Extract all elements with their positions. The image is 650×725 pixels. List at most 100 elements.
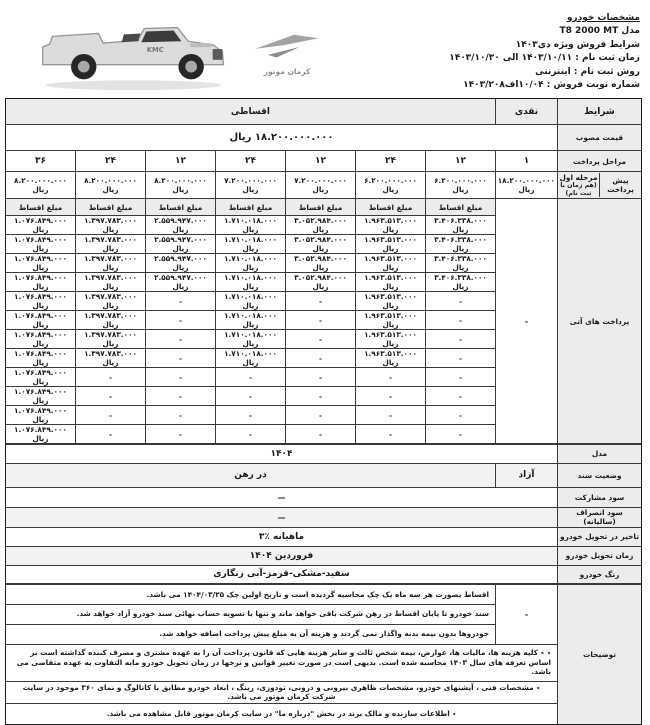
- payment-cell: ۱.۰۷۶.۸۴۹.۰۰۰ ریال: [4, 405, 77, 425]
- payment-cell: ۱.۹۶۳.۵۱۳.۰۰۰ ریال: [355, 291, 426, 311]
- delivery-delay-value: ۳٪ ماهیانه: [4, 526, 559, 547]
- payment-cell: ۱.۰۷۶.۸۴۹.۰۰۰ ریال: [4, 253, 77, 273]
- payment-cell: -: [425, 424, 496, 445]
- payment-cell: ۳.۰۵۲.۹۸۴.۰۰۰ ریال: [285, 234, 356, 254]
- notes-label: توضیحات: [557, 583, 642, 725]
- payment-row: ۳.۴۰۶.۳۳۸.۰۰۰ ریال ۱.۹۶۳.۵۱۳.۰۰۰ ریال ۳.۰۵…: [4, 253, 641, 273]
- payment-cell: ۱.۷۱۰.۰۱۸.۰۰۰ ریال: [215, 310, 286, 330]
- sheet-title: مشخصات خودرو: [566, 13, 640, 23]
- sale-number: شماره نوبت فروش : ۱۰/۰۴اف۱۴۰۳/۲۰۸: [463, 80, 640, 91]
- payment-cell: ۱.۰۷۶.۸۴۹.۰۰۰ ریال: [4, 234, 77, 254]
- downpayment-label: پیش پرداخت: [599, 173, 641, 197]
- stages-row: مراحل پرداخت ۱ ۱۲ ۲۴ ۱۲ ۲۴ ۱۲ ۲۴ ۳۶: [4, 150, 642, 172]
- stage-count: ۲۴: [355, 150, 426, 172]
- delivery-time-value: فروردین ۱۴۰۴: [4, 545, 559, 566]
- note-row: ٭ ٭ کلیه هزینه ها، مالیات ها، عوارض، بیم…: [4, 643, 641, 682]
- approved-price-value: ۱۸.۲۰۰.۰۰۰.۰۰۰ ریال: [4, 124, 559, 151]
- approved-price-label: قیمت مصوب: [557, 124, 642, 151]
- payment-row: -۱.۹۶۳.۵۱۳.۰۰۰ ریال -۱.۷۱۰.۰۱۸.۰۰۰ ریال -۱…: [4, 291, 641, 311]
- payment-row: - - - - - -۱.۰۷۶.۸۴۹.۰۰۰ ریال: [4, 405, 641, 425]
- terms-header: شرایط: [557, 98, 642, 125]
- payment-cell: ۱.۷۱۰.۰۱۸.۰۰۰ ریال: [215, 348, 286, 368]
- note-text: ٭ مشخصات فنی ، آپشنهای خودرو، مشخصات ظاه…: [4, 680, 559, 704]
- payment-cell: ۱.۰۷۶.۸۴۹.۰۰۰ ریال: [4, 424, 77, 445]
- payment-cell: ۱.۹۶۳.۵۱۳.۰۰۰ ریال: [355, 272, 426, 292]
- stage-count: ۱۲: [145, 150, 216, 172]
- payment-cell: ۱.۳۹۷.۷۸۳.۰۰۰ ریال: [75, 291, 146, 311]
- payment-cell: ۱.۰۷۶.۸۴۹.۰۰۰ ریال: [4, 329, 77, 349]
- payment-cell: -: [285, 348, 356, 368]
- payment-cell: ۱.۰۷۶.۸۴۹.۰۰۰ ریال: [4, 367, 77, 387]
- downpayment-value: ۷.۲۰۰.۰۰۰.۰۰۰ ریال: [285, 171, 356, 199]
- payment-cell: ۱.۳۹۷.۷۸۳.۰۰۰ ریال: [75, 253, 146, 273]
- partnership-profit-row: سود مشارکت —: [4, 486, 642, 508]
- installment-amount-header: مبلغ اقساط: [215, 198, 286, 216]
- payment-cell: ۲.۵۵۹.۹۴۷.۰۰۰ ریال: [145, 253, 216, 273]
- partnership-profit-label: سود مشارکت: [557, 486, 642, 508]
- register-time: زمان ثبت نام : ۱۴۰۳/۱۰/۱۱ الی ۱۴۰۳/۱۰/۳۰: [449, 53, 640, 64]
- delivery-time-label: زمان تحویل خودرو: [557, 545, 642, 566]
- downpayment-row: پیش پرداخت مرحله اول (هم زمان با ثبت نام…: [4, 171, 642, 199]
- payment-row: -۱.۹۶۳.۵۱۳.۰۰۰ ریال -۱.۷۱۰.۰۱۸.۰۰۰ ریال -۱…: [4, 348, 641, 368]
- sale-line: شرایط فروش ویژه دی۱۴۰۳: [515, 39, 640, 50]
- payment-cell: -: [425, 329, 496, 349]
- payment-cell: -: [145, 386, 216, 406]
- payment-cell: ۱.۷۱۰.۰۱۸.۰۰۰ ریال: [215, 329, 286, 349]
- stage-count: ۱: [495, 150, 558, 172]
- kerman-motor-logo-icon: [255, 34, 319, 58]
- page-header: KMC کرمان موتور مشخصات خودرو مدل T8 2000…: [0, 6, 650, 96]
- payment-cell: ۳.۴۰۶.۳۳۸.۰۰۰ ریال: [425, 215, 496, 235]
- payment-cell: ۱.۳۹۷.۷۸۳.۰۰۰ ریال: [75, 329, 146, 349]
- approved-price-row: قیمت مصوب ۱۸.۲۰۰.۰۰۰.۰۰۰ ریال: [4, 124, 642, 151]
- partnership-profit-value: —: [4, 486, 559, 508]
- sale-sheet: { "header": { "title": "مشخصات خودرو", "…: [0, 6, 650, 725]
- document-status-label: وضعیت سند: [557, 462, 642, 488]
- payment-cell: -: [285, 310, 356, 330]
- installment-amount-header: مبلغ اقساط: [285, 198, 356, 216]
- installment-amount-header: مبلغ اقساط: [4, 198, 77, 216]
- brand-block: کرمان موتور: [248, 32, 326, 76]
- payment-cell: ۳.۴۰۶.۳۳۸.۰۰۰ ریال: [425, 253, 496, 273]
- delivery-delay-label: تاخیر در تحویل خودرو: [557, 526, 642, 547]
- document-status-cash: آزاد: [495, 462, 558, 488]
- payment-cell: -: [215, 424, 286, 445]
- register-method: روش ثبت نام : اینترنتی: [535, 66, 640, 77]
- installment-amount-header: مبلغ اقساط: [75, 198, 146, 216]
- payment-cell: -: [75, 405, 146, 425]
- payment-cell: ۱.۳۹۷.۷۸۳.۰۰۰ ریال: [75, 215, 146, 235]
- conditions-table: شرایط نقدی اقساطی قیمت مصوب ۱۸.۲۰۰.۰۰۰.۰…: [4, 98, 642, 725]
- note-row: توضیحات - اقساط بصورت هر سه ماه یک چک مح…: [4, 583, 642, 725]
- header-text: مشخصات خودرو مدل T8 2000 MT شرایط فروش و…: [449, 12, 640, 92]
- note-text: سند خودرو تا پایان اقساط در رهن شرکت باق…: [4, 603, 497, 625]
- payment-cell: ۱.۳۹۷.۷۸۳.۰۰۰ ریال: [75, 234, 146, 254]
- payment-cell: -: [355, 405, 426, 425]
- payment-cell: -: [425, 386, 496, 406]
- notes-cash-dash: -: [495, 583, 558, 645]
- payment-cell: ۱.۳۹۷.۷۸۳.۰۰۰ ریال: [75, 272, 146, 292]
- downpayment-value: ۷.۲۰۰.۰۰۰.۰۰۰ ریال: [215, 171, 286, 199]
- payment-cell: ۱.۷۱۰.۰۱۸.۰۰۰ ریال: [215, 215, 286, 235]
- model-row: مدل ۱۴۰۴: [4, 443, 642, 464]
- downpayment-value: ۸.۲۰۰.۰۰۰.۰۰۰ ریال: [4, 171, 77, 199]
- cancellation-profit-label: سود انصراف (سالیانه): [557, 506, 642, 528]
- payment-cell: -: [75, 424, 146, 445]
- model-label: مدل: [557, 443, 642, 464]
- car-color-row: رنگ خودرو سفید-مشکی-قرمز-آبی زنگاری: [4, 564, 642, 585]
- cancellation-profit-row: سود انصراف (سالیانه) —: [4, 506, 642, 528]
- payment-row: ۳.۴۰۶.۳۳۸.۰۰۰ ریال ۱.۹۶۳.۵۱۳.۰۰۰ ریال ۳.۰۵…: [4, 234, 641, 254]
- downpayment-value: ۸.۲۰۰.۰۰۰.۰۰۰ ریال: [75, 171, 146, 199]
- payment-cell: -: [215, 386, 286, 406]
- stage-count: ۱۲: [285, 150, 356, 172]
- stage-count: ۲۴: [215, 150, 286, 172]
- payment-cell: ۱.۰۷۶.۸۴۹.۰۰۰ ریال: [4, 348, 77, 368]
- note-text: ٭ اطلاعات سازنده و مالک برند در بخش "درب…: [4, 702, 559, 725]
- installment-amount-header: مبلغ اقساط: [425, 198, 496, 216]
- downpayment-value: ۱۸.۲۰۰.۰۰۰.۰۰۰ ریال: [495, 171, 558, 199]
- future-payments-label: پرداخت های آتی: [557, 198, 642, 445]
- payment-cell: ۱.۰۷۶.۸۴۹.۰۰۰ ریال: [4, 215, 77, 235]
- note-row: ٭ اطلاعات سازنده و مالک برند در بخش "درب…: [4, 702, 641, 725]
- payment-cell: -: [285, 424, 356, 445]
- payment-cell: ۱.۳۹۷.۷۸۳.۰۰۰ ریال: [75, 348, 146, 368]
- payment-cell: ۲.۵۵۹.۹۴۷.۰۰۰ ریال: [145, 234, 216, 254]
- payment-cell: -: [285, 405, 356, 425]
